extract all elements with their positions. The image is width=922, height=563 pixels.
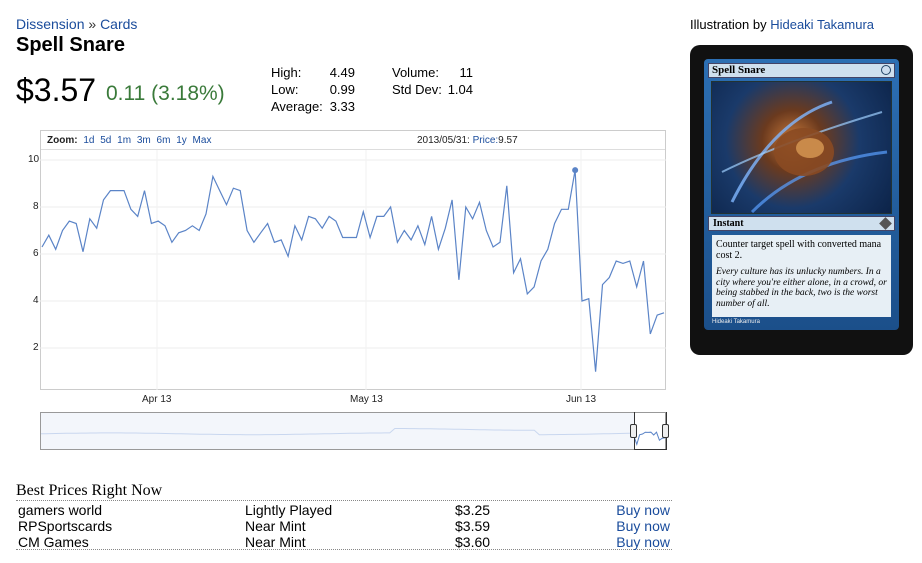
zoom-1d-button[interactable]: 1d	[83, 135, 95, 146]
store-name: RPSportscards	[18, 518, 113, 534]
breadcrumb-set-link[interactable]: Dissension	[16, 16, 85, 32]
price-change: 0.11 (3.18%)	[106, 82, 225, 105]
readout-value: 9.57	[498, 135, 518, 146]
stddev-label: Std Dev:	[392, 82, 442, 97]
card-condition: Near Mint	[245, 518, 306, 534]
best-prices-title: Best Prices Right Now	[16, 482, 163, 499]
volume-value: 11	[459, 65, 474, 80]
card-name-bar: Spell Snare	[708, 63, 895, 78]
card-type-bar: Instant	[708, 216, 895, 231]
price-series-line[interactable]	[41, 169, 665, 372]
best-prices-table: gamers world Lightly Played $3.25 Buy no…	[16, 500, 672, 550]
highlighted-point[interactable]	[572, 167, 579, 174]
navigator-series	[41, 428, 665, 447]
card-condition: Lightly Played	[245, 502, 333, 518]
average-value: 3.33	[329, 99, 355, 114]
illustration-credit: Illustration by Hideaki Takamura	[690, 17, 874, 32]
card-condition: Near Mint	[245, 534, 306, 550]
y-tick-label: 4	[33, 295, 39, 306]
average-label: Average:	[271, 99, 323, 114]
page-title: Spell Snare	[16, 34, 125, 56]
store-name: gamers world	[18, 502, 103, 518]
navigator-line	[41, 428, 634, 436]
card-name: Spell Snare	[712, 64, 766, 76]
y-tick-label: 6	[33, 248, 39, 259]
navigator-selected-line	[633, 431, 665, 447]
readout-label: Price:	[472, 135, 499, 146]
illustration-prefix: Illustration by	[690, 17, 767, 32]
zoom-3m-button[interactable]: 3m	[136, 135, 151, 146]
buy-now-link[interactable]: Buy now	[616, 502, 670, 518]
zoom-label: Zoom:	[47, 135, 78, 146]
card-artwork	[711, 81, 892, 214]
artist-link[interactable]: Hideaki Takamura	[770, 17, 875, 32]
readout-date: 2013/05/31:	[417, 135, 470, 146]
navigator-right-handle[interactable]	[662, 424, 669, 438]
toolbar-divider	[41, 149, 665, 150]
artwork-illustration	[721, 100, 888, 213]
price-readout: 2013/05/31: Price:9.57	[417, 135, 518, 146]
card-image: Spell Snare Instant Counter target spell…	[690, 45, 913, 355]
low-value: 0.99	[329, 82, 355, 97]
offer-price: $3.59	[455, 518, 491, 534]
buy-now-link[interactable]: Buy now	[616, 518, 670, 534]
high-value: 4.49	[329, 65, 355, 80]
zoom-6m-button[interactable]: 6m	[156, 135, 171, 146]
store-name: CM Games	[18, 534, 89, 550]
card-frame: Spell Snare Instant Counter target spell…	[704, 59, 899, 330]
stats-group-range: High: 4.49 Low: 0.99 Average: 3.33	[271, 64, 355, 115]
table-row: RPSportscards Near Mint $3.59 Buy now	[16, 517, 672, 534]
zoom-5d-button[interactable]: 5d	[100, 135, 112, 146]
table-row: CM Games Near Mint $3.60 Buy now	[16, 533, 672, 550]
card-flavor-text: Every culture has its unlucky numbers. I…	[716, 267, 887, 309]
high-label: High:	[271, 65, 302, 80]
zoom-max-button[interactable]: Max	[192, 135, 212, 146]
table-row: gamers world Lightly Played $3.25 Buy no…	[16, 501, 672, 518]
breadcrumb-section-link[interactable]: Cards	[100, 16, 138, 32]
price-line-plot[interactable]	[40, 130, 666, 390]
x-tick-label: May 13	[350, 394, 383, 405]
y-tick-label: 8	[33, 201, 39, 212]
breadcrumb: Dissension » Cards	[16, 16, 137, 32]
card-text-box: Counter target spell with converted mana…	[712, 235, 891, 317]
card-artist-line: Hideaki Takamura	[712, 319, 760, 325]
buy-now-link[interactable]: Buy now	[616, 534, 670, 550]
x-tick-label: Jun 13	[566, 394, 597, 405]
y-tick-label: 10	[28, 154, 40, 165]
stddev-value: 1.04	[447, 82, 473, 97]
set-symbol-icon	[879, 217, 892, 230]
offer-price: $3.25	[455, 502, 491, 518]
card-rules-text: Counter target spell with converted mana…	[716, 239, 882, 261]
zoom-toolbar: Zoom: 1d 5d 1m 3m 6m 1y Max	[47, 135, 211, 146]
current-price: $3.57	[16, 72, 97, 108]
navigator-left-handle[interactable]	[630, 424, 637, 438]
offer-price: $3.60	[455, 534, 491, 550]
low-label: Low:	[271, 82, 299, 97]
breadcrumb-separator: »	[88, 16, 97, 32]
price-chart[interactable]: Zoom: 1d 5d 1m 3m 6m 1y Max 2013/05/31: …	[40, 130, 666, 390]
volume-label: Volume:	[392, 65, 439, 80]
card-type: Instant	[713, 218, 744, 229]
y-tick-label: 2	[33, 342, 39, 353]
range-navigator[interactable]	[40, 412, 669, 450]
blue-mana-icon	[881, 65, 891, 75]
x-tick-label: Apr 13	[142, 394, 172, 405]
zoom-1m-button[interactable]: 1m	[117, 135, 132, 146]
zoom-1y-button[interactable]: 1y	[176, 135, 187, 146]
stats-group-volume: Volume: 11 Std Dev: 1.04	[392, 64, 473, 98]
